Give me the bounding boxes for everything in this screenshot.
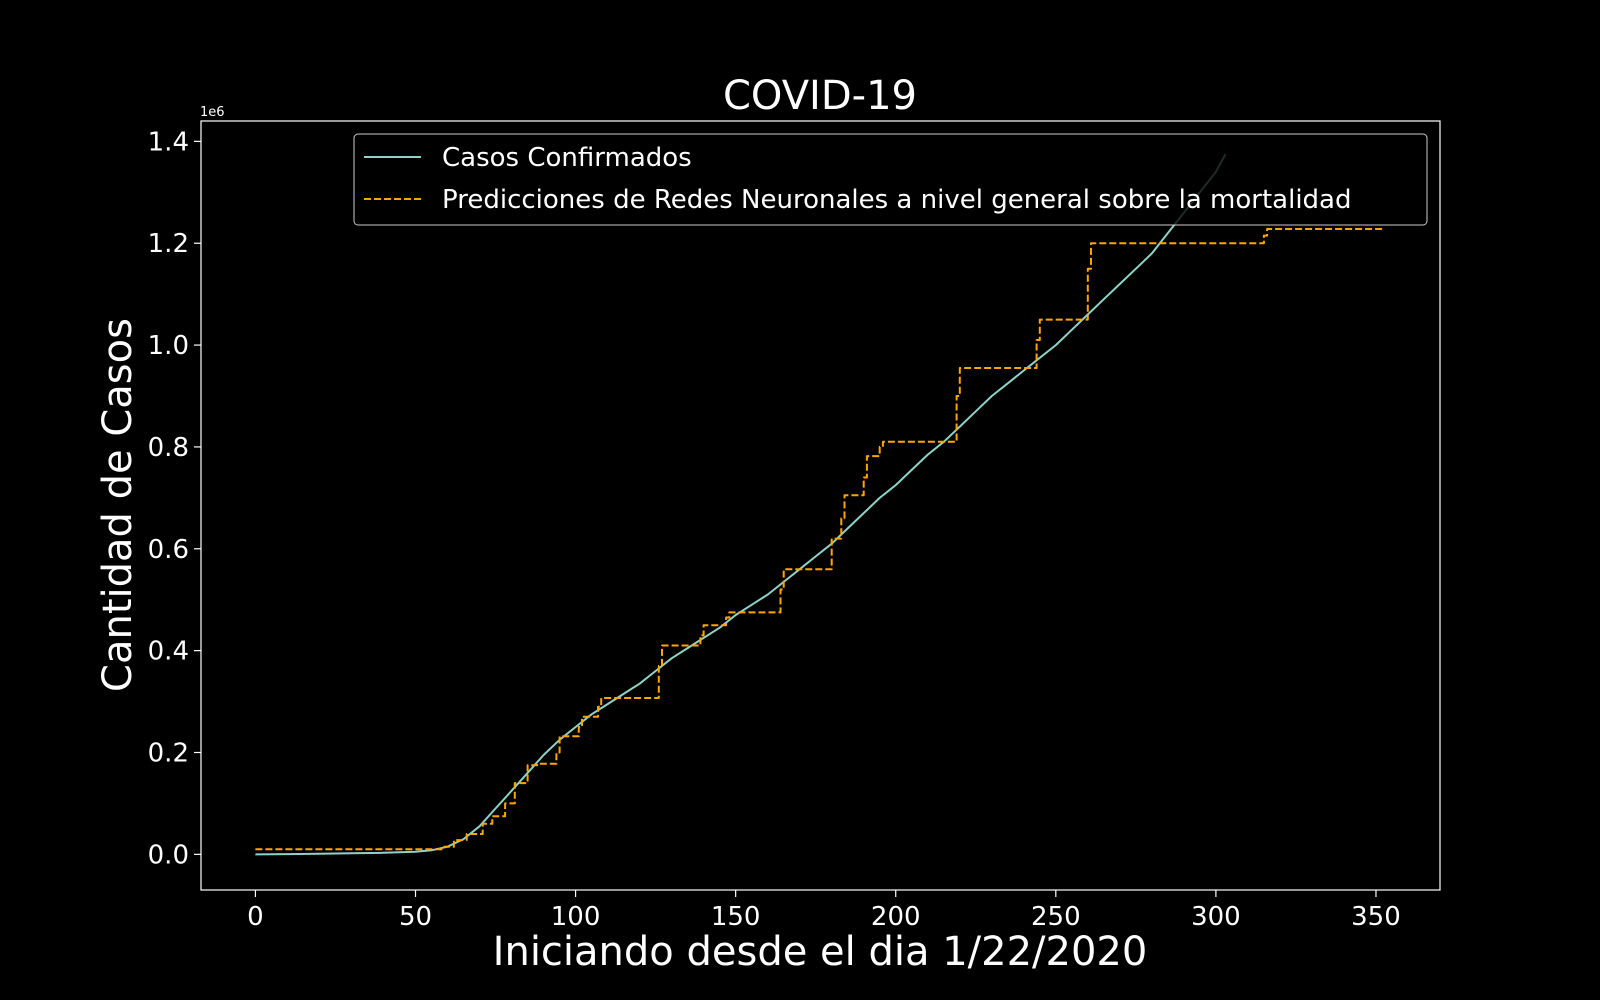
y-tick-label: 0.4 <box>148 637 189 667</box>
y-tick-label: 1.0 <box>148 331 189 361</box>
y-axis: 0.0 0.2 0.4 0.6 0.8 1.0 1.2 1.4 <box>148 127 201 870</box>
y-tick-label: 1.2 <box>148 229 189 259</box>
x-tick-label: 250 <box>1031 902 1081 932</box>
x-tick-label: 50 <box>399 902 432 932</box>
legend-label-predictions: Predicciones de Redes Neuronales a nivel… <box>442 185 1351 215</box>
plot-frame <box>200 120 1441 891</box>
x-tick-label: 150 <box>711 902 761 932</box>
x-tick-label: 200 <box>871 902 921 932</box>
y-tick-label: 1.4 <box>148 127 189 157</box>
legend-label-confirmed: Casos Confirmados <box>442 143 692 173</box>
legend-box <box>353 133 1428 226</box>
series-layer <box>255 153 1383 856</box>
y-axis-label: Cantidad de Casos <box>95 318 141 692</box>
x-tick-label: 350 <box>1351 902 1401 932</box>
x-tick-label: 0 <box>247 902 264 932</box>
y-tick-label: 0.2 <box>148 738 189 768</box>
legend: Casos Confirmados Predicciones de Redes … <box>353 133 1428 226</box>
y-tick-label: 0.8 <box>148 433 189 463</box>
x-axis-label: Iniciando desde el dia 1/22/2020 <box>493 929 1148 975</box>
x-tick-label: 100 <box>551 902 601 932</box>
x-tick-label: 300 <box>1191 902 1241 932</box>
chart-title: COVID-19 <box>723 73 917 119</box>
y-tick-label: 0.0 <box>148 840 189 870</box>
x-axis: 0 50 100 150 200 250 300 350 <box>247 890 1401 932</box>
y-offset-label: 1e6 <box>200 105 225 120</box>
y-tick-label: 0.6 <box>148 535 189 565</box>
series-line-predictions <box>255 228 1383 851</box>
